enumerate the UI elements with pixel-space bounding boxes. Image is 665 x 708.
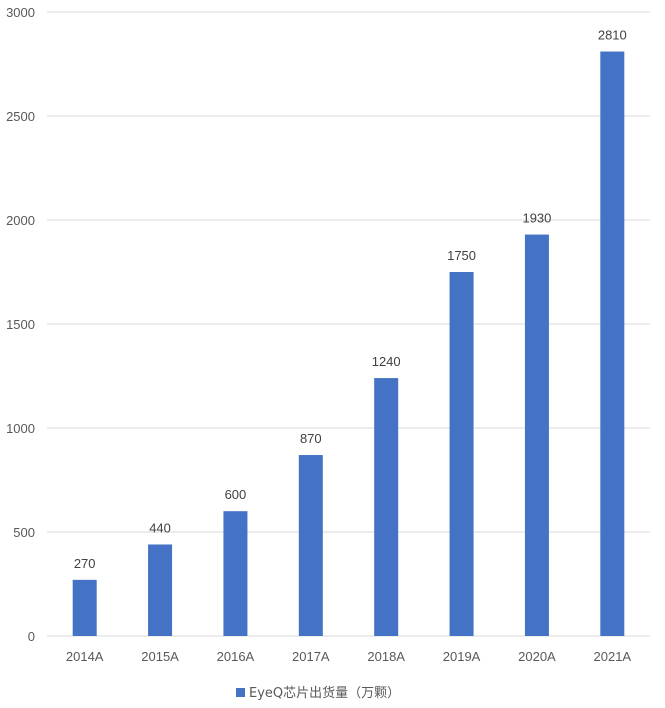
data-label: 1240 [372,354,401,369]
data-label: 870 [300,431,322,446]
y-tick-label: 500 [13,525,35,540]
x-tick-label: 2019A [443,649,481,664]
bar [374,378,399,636]
x-tick-label: 2018A [367,649,405,664]
y-axis-tick-labels: 0 500 1000 1500 2000 2500 3000 [6,5,35,644]
y-tick-label: 1000 [6,421,35,436]
x-tick-label: 2017A [292,649,330,664]
y-tick-label: 2000 [6,213,35,228]
bars [72,51,625,636]
legend-swatch [236,688,245,697]
bar [298,455,323,636]
x-tick-label: 2014A [66,649,104,664]
x-tick-label: 2016A [217,649,255,664]
data-label: 440 [149,520,171,535]
data-label: 600 [225,487,247,502]
x-tick-label: 2020A [518,649,556,664]
bar [148,544,173,636]
legend-label: EyeQ芯片出货量（万颗） [249,685,400,701]
data-labels: 270 440 600 870 1240 1750 1930 2810 [74,28,627,571]
y-tick-label: 2500 [6,109,35,124]
data-label: 2810 [598,28,627,43]
y-tick-label: 3000 [6,5,35,20]
y-tick-label: 1500 [6,317,35,332]
data-label: 270 [74,556,96,571]
x-axis-tick-labels: 2014A 2015A 2016A 2017A 2018A 2019A 2020A 2021A [66,649,632,664]
bar [600,51,625,636]
x-tick-label: 2021A [594,649,632,664]
bar [449,272,474,636]
x-tick-label: 2015A [141,649,179,664]
bar [72,579,97,636]
grid-lines [47,11,650,637]
bar [524,234,549,636]
bar [223,511,248,636]
legend: EyeQ芯片出货量（万颗） [236,685,400,701]
data-label: 1930 [522,211,551,226]
y-tick-label: 0 [28,629,35,644]
data-label: 1750 [447,248,476,263]
